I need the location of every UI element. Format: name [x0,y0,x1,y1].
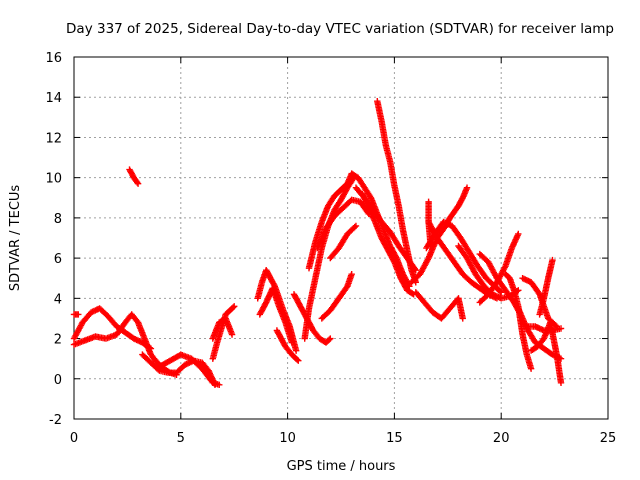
y-tick-label: 8 [54,212,62,227]
series-trace-n [305,170,355,272]
data-point [553,323,560,330]
series-trace-ac [476,230,522,306]
data-point [352,222,360,230]
x-tick-label: 0 [70,431,78,446]
data-points [70,98,565,389]
series-trace-ad [502,271,535,372]
x-axis-title: GPS time / hours [287,459,396,474]
chart-title: Day 337 of 2025, Sidereal Day-to-day VTE… [66,21,614,37]
y-tick-label: 14 [45,91,62,106]
x-tick-labels: 0 5 10 15 20 25 [70,431,616,446]
y-tick-labels: -2 0 2 4 6 8 10 12 14 16 [45,51,62,428]
data-point [527,365,535,372]
y-tick-label: 4 [54,292,62,307]
series-trace-w [412,289,466,322]
data-point [496,288,504,295]
series-trace-d [126,166,142,187]
x-tick-label: 5 [177,431,185,446]
series-trace-h [209,315,236,342]
x-tick-label: 15 [386,431,403,446]
data-point [292,347,300,354]
data-point [501,264,508,271]
data-point [295,357,302,364]
data-point [552,322,559,329]
series-trace-p [318,271,355,322]
data-point [557,379,565,386]
data-point [557,325,565,332]
series-trace-q [327,222,360,262]
series-trace-u [352,184,419,274]
x-tick-label: 10 [279,431,296,446]
data-point [515,230,522,238]
data-point [326,336,333,343]
data-point [327,335,334,342]
y-tick-label: 10 [45,172,62,187]
data-point [134,180,142,187]
series-trace-o [314,196,372,252]
series-trace-ah [536,256,556,318]
y-tick-label: 6 [54,252,62,267]
y-axis-title: SDTVAR / TECUs [8,185,23,292]
data-point [549,256,556,264]
y-tick-label: 12 [45,131,62,146]
data-point [427,242,434,250]
data-point [229,304,237,311]
data-point [294,356,301,363]
series-trace-ag [527,319,565,386]
data-point [228,331,236,338]
y-tick-label: 2 [54,333,62,348]
data-point [412,266,419,274]
y-tick-label: -2 [49,413,62,428]
series-trace-ai [519,275,560,330]
data-point [288,339,296,346]
data-point [348,271,355,278]
data-point [459,315,466,322]
axis-ticks [73,56,609,420]
y-tick-label: 0 [54,373,62,388]
series-trace-b [70,311,180,378]
plot-frame [73,56,609,420]
data-point [463,184,471,191]
series-trace-a [70,305,155,352]
series-trace-k [273,327,302,364]
data-point [216,381,223,389]
data-point [411,265,418,272]
x-tick-label: 25 [600,431,617,446]
series-trace-f [156,351,223,389]
series-trace-z [425,198,434,250]
series-trace-c [70,311,82,318]
data-point [75,311,82,318]
series-trace-j [256,285,296,346]
series-trace-s [359,190,417,298]
data-point [231,303,238,310]
data-point [134,179,141,186]
x-tick-label: 20 [493,431,510,446]
y-tick-label: 16 [45,51,62,66]
data-point [351,223,358,231]
